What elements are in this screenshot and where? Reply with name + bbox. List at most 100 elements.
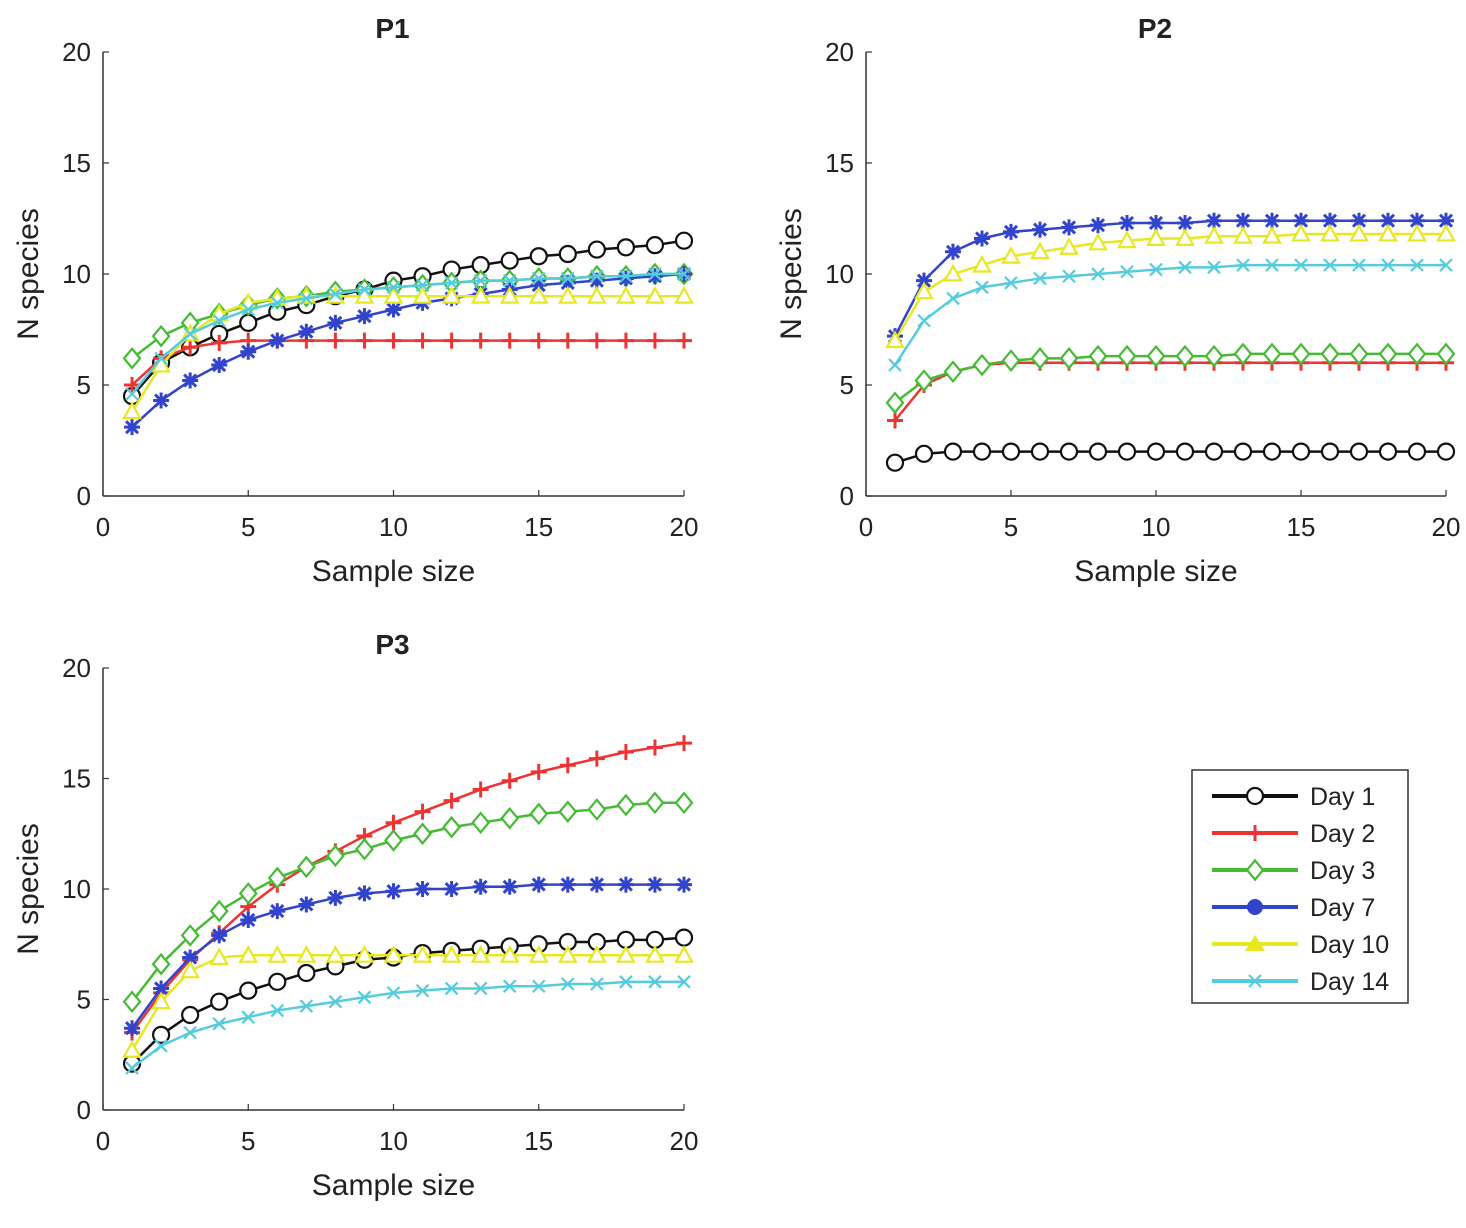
data-point: [559, 274, 576, 291]
data-point: [559, 876, 576, 893]
data-point: [501, 772, 518, 789]
data-point: [1262, 442, 1282, 461]
data-point: [414, 881, 431, 897]
data-point: [442, 815, 462, 839]
data-point: [1233, 342, 1253, 366]
x-axis-label: Sample size: [1074, 555, 1237, 588]
data-point: [183, 1025, 197, 1040]
legend-marker: [1245, 858, 1265, 882]
data-point: [885, 391, 905, 415]
x-tick-label: 15: [1287, 512, 1316, 542]
data-point: [617, 270, 634, 287]
series-day-1: [885, 442, 1456, 472]
data-point: [180, 924, 200, 947]
data-point: [122, 347, 142, 370]
data-point: [238, 945, 259, 963]
series-day-14: [125, 267, 691, 401]
data-point: [1236, 258, 1250, 272]
data-point: [586, 285, 607, 304]
data-point: [1117, 230, 1137, 249]
data-point: [296, 855, 316, 879]
y-tick-label: 5: [840, 370, 854, 400]
data-point: [385, 814, 402, 831]
data-point: [945, 243, 961, 260]
data-point: [151, 991, 171, 1010]
data-point: [472, 332, 489, 349]
legend-label: Day 7: [1310, 894, 1375, 922]
data-point: [885, 453, 905, 472]
data-point: [916, 272, 932, 289]
data-point: [588, 750, 605, 767]
data-point: [500, 806, 520, 830]
series-day-1: [122, 928, 694, 1073]
data-point: [1030, 241, 1050, 260]
data-point: [327, 332, 344, 349]
data-point: [1407, 223, 1427, 242]
data-point: [646, 876, 663, 893]
data-point: [645, 285, 665, 304]
data-point: [444, 981, 459, 996]
data-point: [502, 273, 517, 288]
data-point: [885, 330, 905, 349]
series-day-1: [122, 231, 694, 406]
data-point: [1407, 442, 1427, 461]
series-line: [894, 361, 1446, 422]
data-point: [645, 236, 665, 255]
series-day-14: [125, 975, 691, 1075]
data-point: [588, 332, 605, 349]
subplot-p1: 0 5 10 15 20 0 5 10 15 20 P1 Sample size N species: [12, 13, 698, 588]
series-day-7: [124, 266, 692, 436]
subplot-p2: 0 5 10 15 20 0 5 10 15 20 P2 Sample size N species: [775, 13, 1460, 588]
legend-label: Day 2: [1310, 820, 1375, 848]
legend-label: Day 14: [1310, 968, 1389, 996]
series-day-10: [122, 285, 694, 420]
data-point: [1204, 442, 1224, 461]
data-point: [152, 1025, 171, 1044]
data-point: [1001, 442, 1021, 461]
x-tick-label: 10: [379, 1126, 408, 1156]
data-point: [1262, 225, 1282, 244]
x-tick-label: 20: [1432, 512, 1461, 542]
data-point: [1090, 217, 1106, 234]
data-point: [501, 878, 518, 895]
data-point: [619, 269, 633, 283]
data-point: [181, 1005, 200, 1025]
data-point: [558, 244, 577, 264]
data-point: [1378, 342, 1398, 366]
data-point: [917, 313, 931, 328]
data-point: [1091, 267, 1105, 281]
data-point: [1059, 442, 1079, 461]
data-point: [1206, 212, 1222, 229]
data-point: [1436, 342, 1456, 366]
data-point: [648, 975, 662, 989]
data-point: [1207, 260, 1221, 275]
data-point: [124, 377, 141, 393]
data-point: [528, 285, 549, 304]
data-point: [270, 296, 285, 310]
data-point: [1293, 212, 1309, 229]
data-point: [1262, 342, 1282, 366]
x-tick-label: 15: [524, 1126, 553, 1156]
data-point: [1204, 344, 1224, 368]
data-point: [1177, 214, 1193, 231]
data-point: [1407, 342, 1427, 366]
data-point: [586, 945, 607, 963]
legend-entry: Day 7: [1212, 894, 1375, 922]
data-point: [211, 357, 228, 374]
data-point: [212, 313, 226, 328]
data-point: [1032, 221, 1048, 238]
data-point: [325, 844, 345, 868]
data-point: [559, 757, 576, 774]
data-point: [1322, 212, 1338, 229]
data-point: [356, 332, 373, 349]
data-point: [645, 791, 665, 815]
x-tick-label: 0: [96, 1126, 110, 1156]
data-point: [500, 251, 519, 270]
data-point: [328, 287, 343, 301]
legend-entry: Day 1: [1212, 783, 1375, 811]
legend-marker: [1247, 825, 1263, 841]
y-tick-label: 15: [62, 148, 91, 178]
data-point: [1088, 442, 1108, 461]
data-point: [1003, 223, 1019, 240]
data-point: [296, 945, 317, 963]
